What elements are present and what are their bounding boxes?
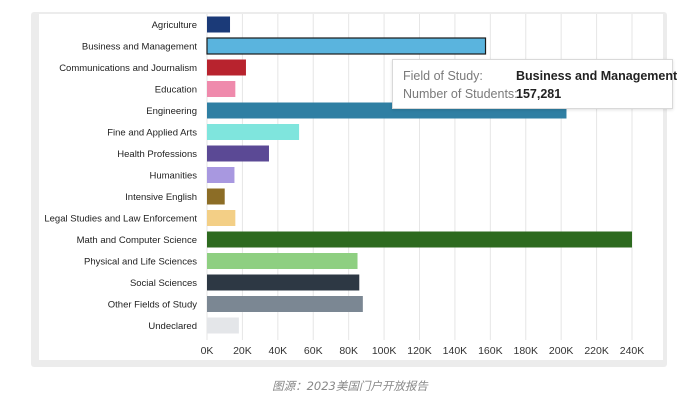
bar[interactable]	[207, 317, 239, 334]
x-tick-label: 160K	[478, 345, 503, 357]
category-label: Communications and Journalism	[59, 63, 197, 74]
bar[interactable]	[207, 81, 236, 97]
x-tick-label: 40K	[268, 345, 287, 357]
category-label: Business and Management	[82, 42, 197, 53]
x-tick-label: 240K	[620, 345, 645, 357]
bar[interactable]	[207, 188, 225, 205]
category-label: Social Sciences	[130, 278, 197, 289]
x-tick-label: 0K	[201, 345, 214, 357]
category-label: Health Professions	[117, 149, 197, 160]
figure-caption: 图源：2023美国门户开放报告	[272, 379, 428, 393]
bar[interactable]	[207, 210, 236, 226]
x-tick-label: 180K	[513, 345, 538, 357]
bar[interactable]	[207, 59, 246, 76]
bar[interactable]	[207, 274, 360, 291]
category-label: Agriculture	[152, 20, 197, 31]
bar[interactable]	[207, 145, 269, 162]
category-label: Other Fields of Study	[108, 300, 197, 311]
x-tick-label: 140K	[443, 345, 468, 357]
x-tick-label: 80K	[339, 345, 358, 357]
x-tick-label: 20K	[233, 345, 252, 357]
category-label: Undeclared	[148, 321, 197, 332]
x-tick-label: 60K	[304, 345, 323, 357]
x-tick-label: 200K	[549, 345, 574, 357]
x-tick-label: 220K	[584, 345, 609, 357]
category-label: Humanities	[149, 171, 197, 182]
category-label: Intensive English	[125, 192, 197, 203]
bar[interactable]	[206, 37, 487, 55]
category-label: Math and Computer Science	[77, 235, 197, 246]
bar[interactable]	[207, 231, 632, 248]
category-label: Physical and Life Sciences	[84, 257, 197, 268]
tooltip-count-value: 157,281	[516, 87, 562, 101]
tooltip-field-value: Business and Management	[516, 69, 678, 83]
bar[interactable]	[207, 296, 363, 312]
bar[interactable]	[207, 253, 358, 269]
bar[interactable]	[207, 167, 235, 183]
category-label: Engineering	[146, 106, 197, 117]
bar[interactable]	[207, 16, 231, 33]
category-label: Legal Studies and Law Enforcement	[44, 214, 197, 225]
tooltip: Field of Study: Business and Management …	[392, 59, 677, 109]
x-tick-label: 120K	[407, 345, 432, 357]
bar[interactable]	[207, 124, 300, 140]
tooltip-count-label: Number of Students:	[403, 87, 518, 101]
category-label: Fine and Applied Arts	[107, 128, 197, 139]
x-tick-label: 100K	[372, 345, 397, 357]
tooltip-field-label: Field of Study:	[403, 69, 483, 83]
category-label: Education	[155, 85, 197, 96]
